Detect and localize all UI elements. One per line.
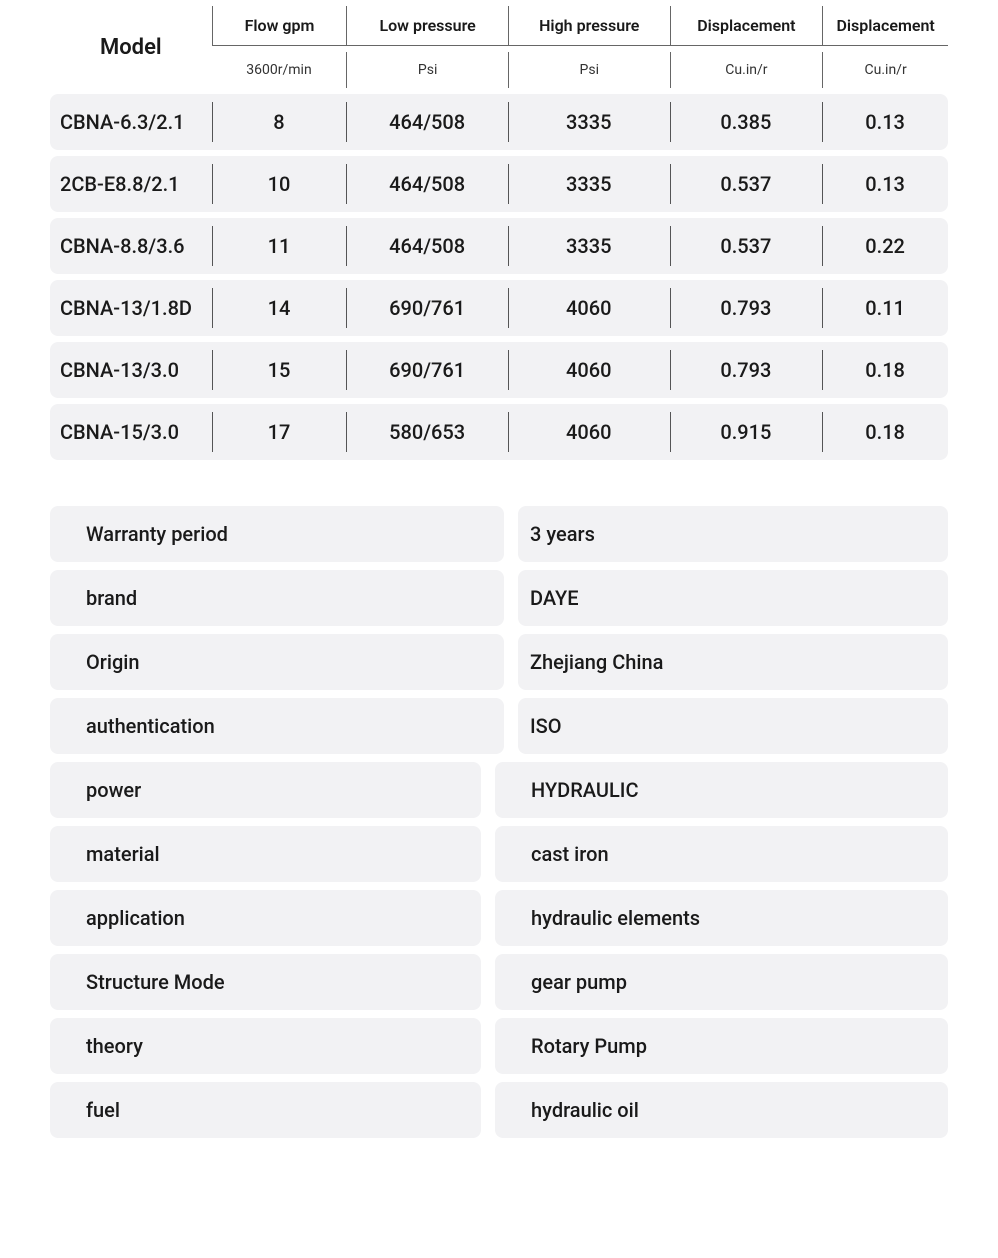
property-label: Structure Mode [50, 954, 481, 1010]
table-row: CBNA-13/1.8D14690/76140600.7930.11 [50, 280, 948, 336]
property-label: application [50, 890, 481, 946]
property-row: fuelhydraulic oil [50, 1082, 948, 1138]
header-low-pressure: Low pressure [346, 6, 508, 46]
cell-value: 4060 [508, 404, 670, 460]
property-value: Zhejiang China [518, 634, 948, 690]
property-value: HYDRAULIC [495, 762, 948, 818]
cell-value: 10 [212, 156, 347, 212]
properties-list: Warranty period3 yearsbrandDAYEOriginZhe… [50, 506, 948, 1138]
property-value: DAYE [518, 570, 948, 626]
unit-disp1: Cu.in/r [670, 52, 823, 88]
cell-value: 464/508 [346, 94, 508, 150]
cell-model: CBNA-13/3.0 [50, 342, 212, 398]
property-value: Rotary Pump [495, 1018, 948, 1074]
property-row: Structure Modegear pump [50, 954, 948, 1010]
cell-model: CBNA-8.8/3.6 [50, 218, 212, 274]
cell-value: 17 [212, 404, 347, 460]
property-row: applicationhydraulic elements [50, 890, 948, 946]
header-high-pressure: High pressure [508, 6, 670, 46]
property-row: OriginZhejiang China [50, 634, 948, 690]
cell-value: 0.793 [670, 280, 823, 336]
table-row: 2CB-E8.8/2.110464/50833350.5370.13 [50, 156, 948, 212]
cell-model: 2CB-E8.8/2.1 [50, 156, 212, 212]
table-row: CBNA-15/3.017580/65340600.9150.18 [50, 404, 948, 460]
cell-value: 0.13 [822, 94, 948, 150]
property-value: 3 years [518, 506, 948, 562]
header-displacement-1: Displacement [670, 6, 823, 46]
property-value: ISO [518, 698, 948, 754]
cell-value: 4060 [508, 342, 670, 398]
property-row: brandDAYE [50, 570, 948, 626]
property-label: authentication [50, 698, 504, 754]
property-value: hydraulic oil [495, 1082, 948, 1138]
cell-value: 11 [212, 218, 347, 274]
header-flow: Flow gpm [212, 6, 347, 46]
cell-value: 0.13 [822, 156, 948, 212]
header-displacement-2: Displacement [822, 6, 948, 46]
unit-disp2: Cu.in/r [822, 52, 948, 88]
property-row: Warranty period3 years [50, 506, 948, 562]
cell-value: 14 [212, 280, 347, 336]
cell-value: 464/508 [346, 218, 508, 274]
cell-model: CBNA-13/1.8D [50, 280, 212, 336]
property-row: theoryRotary Pump [50, 1018, 948, 1074]
cell-value: 3335 [508, 218, 670, 274]
cell-value: 0.18 [822, 404, 948, 460]
cell-value: 690/761 [346, 280, 508, 336]
property-value: gear pump [495, 954, 948, 1010]
property-row: materialcast iron [50, 826, 948, 882]
cell-value: 3335 [508, 94, 670, 150]
cell-value: 0.18 [822, 342, 948, 398]
property-value: cast iron [495, 826, 948, 882]
cell-value: 4060 [508, 280, 670, 336]
cell-value: 0.385 [670, 94, 823, 150]
property-label: power [50, 762, 481, 818]
cell-value: 0.793 [670, 342, 823, 398]
unit-low: Psi [346, 52, 508, 88]
property-label: theory [50, 1018, 481, 1074]
cell-value: 8 [212, 94, 347, 150]
cell-value: 0.11 [822, 280, 948, 336]
spec-table: Model Flow gpm Low pressure High pressur… [50, 0, 948, 466]
cell-value: 0.537 [670, 156, 823, 212]
cell-value: 690/761 [346, 342, 508, 398]
property-label: Origin [50, 634, 504, 690]
property-label: brand [50, 570, 504, 626]
property-row: authenticationISO [50, 698, 948, 754]
cell-value: 0.22 [822, 218, 948, 274]
property-row: powerHYDRAULIC [50, 762, 948, 818]
cell-model: CBNA-15/3.0 [50, 404, 212, 460]
property-label: Warranty period [50, 506, 504, 562]
unit-high: Psi [508, 52, 670, 88]
cell-value: 15 [212, 342, 347, 398]
cell-model: CBNA-6.3/2.1 [50, 94, 212, 150]
spec-table-body: CBNA-6.3/2.18464/50833350.3850.132CB-E8.… [50, 94, 948, 460]
cell-value: 0.915 [670, 404, 823, 460]
property-value: hydraulic elements [495, 890, 948, 946]
table-row: CBNA-6.3/2.18464/50833350.3850.13 [50, 94, 948, 150]
table-row: CBNA-13/3.015690/76140600.7930.18 [50, 342, 948, 398]
cell-value: 0.537 [670, 218, 823, 274]
property-label: material [50, 826, 481, 882]
header-model: Model [50, 6, 212, 88]
cell-value: 464/508 [346, 156, 508, 212]
cell-value: 580/653 [346, 404, 508, 460]
spec-table-head: Model Flow gpm Low pressure High pressur… [50, 6, 948, 88]
property-label: fuel [50, 1082, 481, 1138]
table-row: CBNA-8.8/3.611464/50833350.5370.22 [50, 218, 948, 274]
unit-flow: 3600r/min [212, 52, 347, 88]
cell-value: 3335 [508, 156, 670, 212]
